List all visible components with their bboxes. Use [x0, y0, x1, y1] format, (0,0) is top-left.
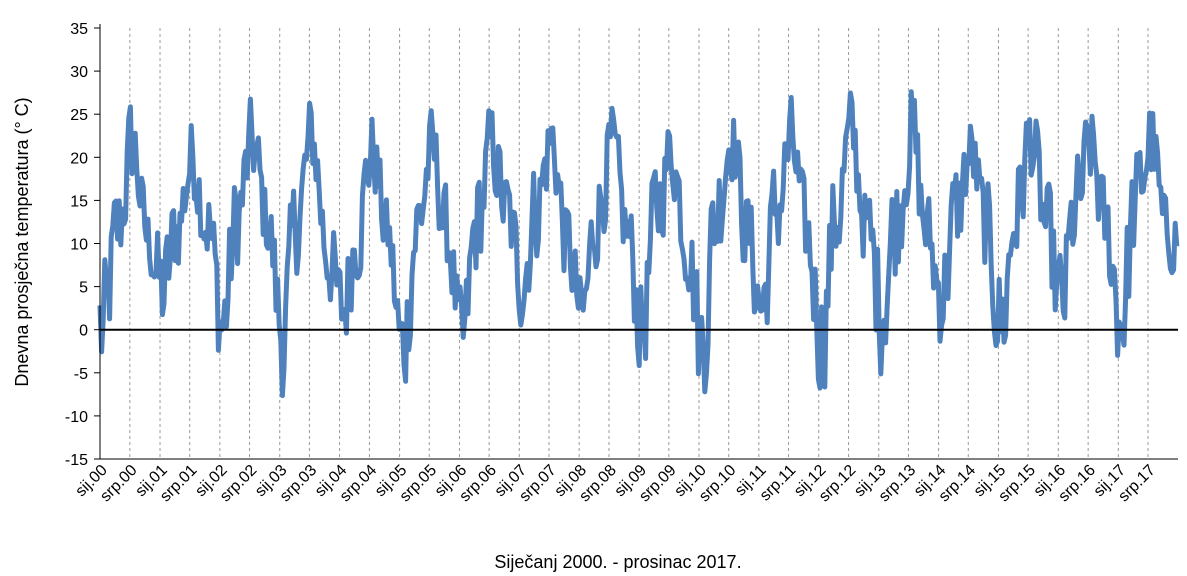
axes: [94, 24, 1178, 460]
series-line: [97, 89, 1180, 399]
y-axis-title: Dnevna prosječna temperatura (° C): [12, 97, 32, 386]
x-axis-title: Siječanj 2000. - prosinac 2017.: [494, 552, 741, 572]
y-tick-label: -15: [65, 452, 88, 469]
y-tick-label: 0: [79, 323, 88, 340]
y-tick-label: -10: [65, 409, 88, 426]
y-tick-label: 20: [70, 150, 88, 167]
y-tick-label: -5: [74, 366, 88, 383]
y-tick-labels: -15 -10 -5 0 5 10 15 20 25 30 35: [65, 21, 88, 469]
y-tick-label: 5: [79, 280, 88, 297]
y-tick-label: 35: [70, 21, 88, 38]
y-tick-label: 10: [70, 237, 88, 254]
y-tick-label: 25: [70, 107, 88, 124]
y-tick-label: 30: [70, 64, 88, 81]
x-tick-labels: sij.00srp.00sij.01srp.01sij.02srp.02sij.…: [72, 462, 1159, 506]
series-layer: [97, 89, 1180, 399]
y-tick-label: 15: [70, 193, 88, 210]
